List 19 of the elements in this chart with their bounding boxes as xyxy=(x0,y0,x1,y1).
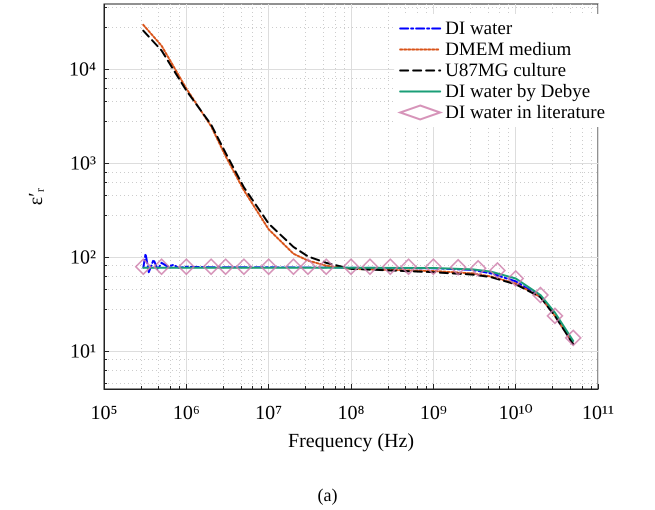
legend-label: U87MG culture xyxy=(445,60,566,81)
x-tick-label: 10⁵ xyxy=(90,402,118,424)
x-tick-label: 10⁸ xyxy=(338,402,365,424)
text: (a) xyxy=(318,485,338,505)
y-tick-label: 10³ xyxy=(70,152,96,175)
x-tick-label: 10⁹ xyxy=(420,402,447,424)
y-axis-title: ε′ᵣ xyxy=(25,187,47,206)
legend-label: DI water xyxy=(445,18,513,39)
y-tick-label: 10² xyxy=(70,246,96,269)
x-axis-title: Frequency (Hz) xyxy=(288,430,414,452)
x-tick-label: 10⁷ xyxy=(255,402,282,424)
x-tick-label: 10⁶ xyxy=(172,402,200,424)
y-tick-label: 10⁴ xyxy=(69,58,96,81)
y-tick-label: 10¹ xyxy=(70,340,96,363)
legend-label: DI water in literature xyxy=(445,102,606,123)
legend-label: DMEM medium xyxy=(445,39,572,60)
legend-label: DI water by Debye xyxy=(445,81,590,102)
x-tick-label: 10¹¹ xyxy=(582,402,614,424)
x-tick-label: 10¹⁰ xyxy=(498,402,533,424)
